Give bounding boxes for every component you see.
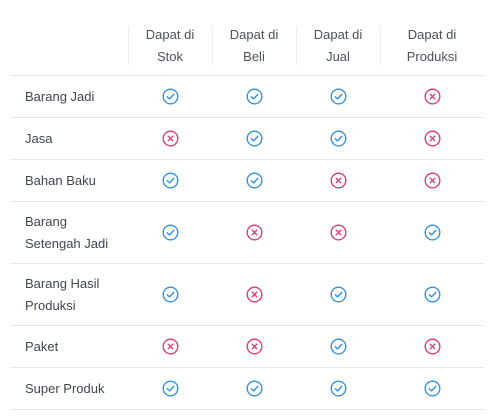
- status-cell: [296, 263, 380, 326]
- row-label: Jasa: [10, 117, 128, 160]
- column-header-line2: Jual: [326, 48, 350, 64]
- check-circle-icon: [246, 172, 263, 189]
- table-row: Bahan Baku: [10, 159, 484, 202]
- status-cell: [212, 263, 296, 326]
- table-row: Jasa: [10, 117, 484, 160]
- status-cell: [128, 367, 212, 410]
- status-cell: [380, 75, 484, 118]
- column-header-line1: Dapat di: [145, 26, 195, 42]
- column-header-line1: Dapat di: [229, 26, 279, 42]
- status-cell: [380, 325, 484, 368]
- status-cell: [128, 263, 212, 326]
- status-cell: [380, 263, 484, 326]
- x-circle-icon: [330, 172, 347, 189]
- status-cell: [296, 367, 380, 410]
- check-circle-icon: [330, 286, 347, 303]
- check-circle-icon: [246, 380, 263, 397]
- status-cell: [128, 117, 212, 160]
- status-cell: [380, 201, 484, 264]
- x-circle-icon: [424, 338, 441, 355]
- x-circle-icon: [424, 130, 441, 147]
- row-label-line1: Jasa: [25, 130, 53, 146]
- status-cell: [128, 159, 212, 202]
- row-label: Barang Hasil Produksi: [10, 263, 128, 326]
- row-label-line1: Bahan Baku: [25, 172, 96, 188]
- check-circle-icon: [424, 224, 441, 241]
- check-circle-icon: [162, 286, 179, 303]
- check-circle-icon: [246, 88, 263, 105]
- row-label: Barang Setengah Jadi: [10, 201, 128, 264]
- status-cell: [212, 367, 296, 410]
- column-header-line2: Stok: [156, 48, 183, 64]
- check-circle-icon: [162, 172, 179, 189]
- table-row: Barang Jadi: [10, 75, 484, 118]
- status-cell: [212, 117, 296, 160]
- check-circle-icon: [330, 338, 347, 355]
- x-circle-icon: [246, 224, 263, 241]
- row-label-line1: Barang Hasil: [25, 275, 100, 291]
- row-label-line1: Barang Jadi: [25, 88, 95, 104]
- row-label: Paket: [10, 325, 128, 368]
- check-circle-icon: [246, 130, 263, 147]
- header-row: Dapat di Stok Dapat di Beli Dapat di Jua…: [10, 16, 484, 76]
- row-label: Bahan Baku: [10, 159, 128, 202]
- row-label-line2: Setengah Jadi: [25, 235, 109, 251]
- status-cell: [380, 159, 484, 202]
- check-circle-icon: [162, 380, 179, 397]
- check-circle-icon: [330, 380, 347, 397]
- x-circle-icon: [330, 224, 347, 241]
- check-circle-icon: [424, 380, 441, 397]
- column-header-line2: Beli: [243, 48, 265, 64]
- corner-cell: [10, 16, 128, 76]
- status-cell: [380, 367, 484, 410]
- row-label: Super Produk: [10, 367, 128, 410]
- column-header-jual: Dapat di Jual: [296, 16, 380, 76]
- column-header-line1: Dapat di: [407, 26, 457, 42]
- status-cell: [296, 117, 380, 160]
- status-cell: [128, 325, 212, 368]
- table-row: Barang Hasil Produksi: [10, 263, 484, 326]
- capability-table: Dapat di Stok Dapat di Beli Dapat di Jua…: [10, 16, 484, 410]
- x-circle-icon: [246, 286, 263, 303]
- column-header-produksi: Dapat di Produksi: [380, 16, 484, 76]
- column-header-beli: Dapat di Beli: [212, 16, 296, 76]
- table-row: Paket: [10, 325, 484, 368]
- check-circle-icon: [162, 224, 179, 241]
- status-cell: [296, 75, 380, 118]
- status-cell: [296, 159, 380, 202]
- x-circle-icon: [162, 338, 179, 355]
- status-cell: [380, 117, 484, 160]
- table-row: Super Produk: [10, 367, 484, 410]
- row-label-line1: Barang: [25, 213, 67, 229]
- capability-table-body: Barang Jadi Jasa Bahan Baku: [10, 75, 484, 410]
- row-label-line2: Produksi: [25, 297, 76, 313]
- status-cell: [128, 75, 212, 118]
- x-circle-icon: [246, 338, 263, 355]
- status-cell: [212, 75, 296, 118]
- status-cell: [212, 159, 296, 202]
- column-header-stok: Dapat di Stok: [128, 16, 212, 76]
- check-circle-icon: [330, 130, 347, 147]
- status-cell: [296, 201, 380, 264]
- check-circle-icon: [424, 286, 441, 303]
- x-circle-icon: [162, 130, 179, 147]
- status-cell: [212, 325, 296, 368]
- row-label: Barang Jadi: [10, 75, 128, 118]
- x-circle-icon: [424, 88, 441, 105]
- x-circle-icon: [424, 172, 441, 189]
- check-circle-icon: [162, 88, 179, 105]
- status-cell: [212, 201, 296, 264]
- column-header-line1: Dapat di: [313, 26, 363, 42]
- status-cell: [296, 325, 380, 368]
- row-label-line1: Super Produk: [25, 380, 105, 396]
- check-circle-icon: [330, 88, 347, 105]
- table-row: Barang Setengah Jadi: [10, 201, 484, 264]
- row-label-line1: Paket: [25, 338, 59, 354]
- status-cell: [128, 201, 212, 264]
- column-header-line2: Produksi: [406, 48, 458, 64]
